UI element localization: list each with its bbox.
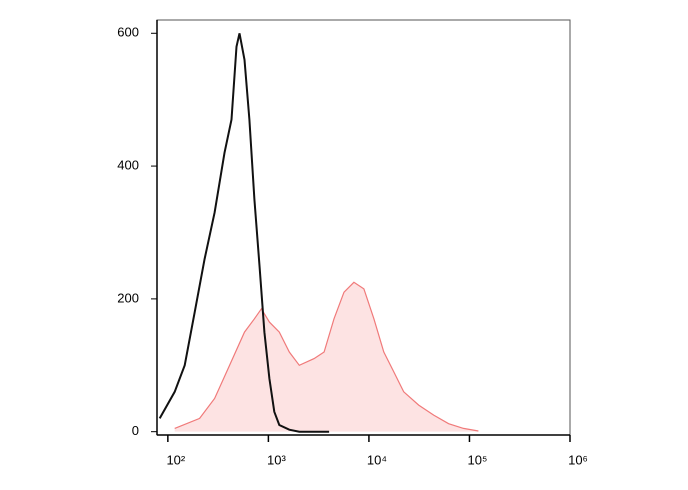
x-tick-label: 10⁵ bbox=[468, 452, 488, 467]
area-fill bbox=[174, 282, 479, 432]
x-tick-label: 10² bbox=[166, 452, 185, 467]
x-tick-label: 10⁶ bbox=[568, 452, 588, 467]
x-tick-label: 10³ bbox=[267, 452, 286, 467]
y-tick-label: 200 bbox=[117, 290, 139, 305]
histogram-line bbox=[174, 281, 479, 432]
y-tick-label: 0 bbox=[132, 423, 139, 438]
x-tick-label: 10⁴ bbox=[367, 452, 387, 467]
y-tick-label: 600 bbox=[117, 25, 139, 40]
y-tick-label: 400 bbox=[117, 158, 139, 173]
histogram-line bbox=[158, 33, 330, 433]
